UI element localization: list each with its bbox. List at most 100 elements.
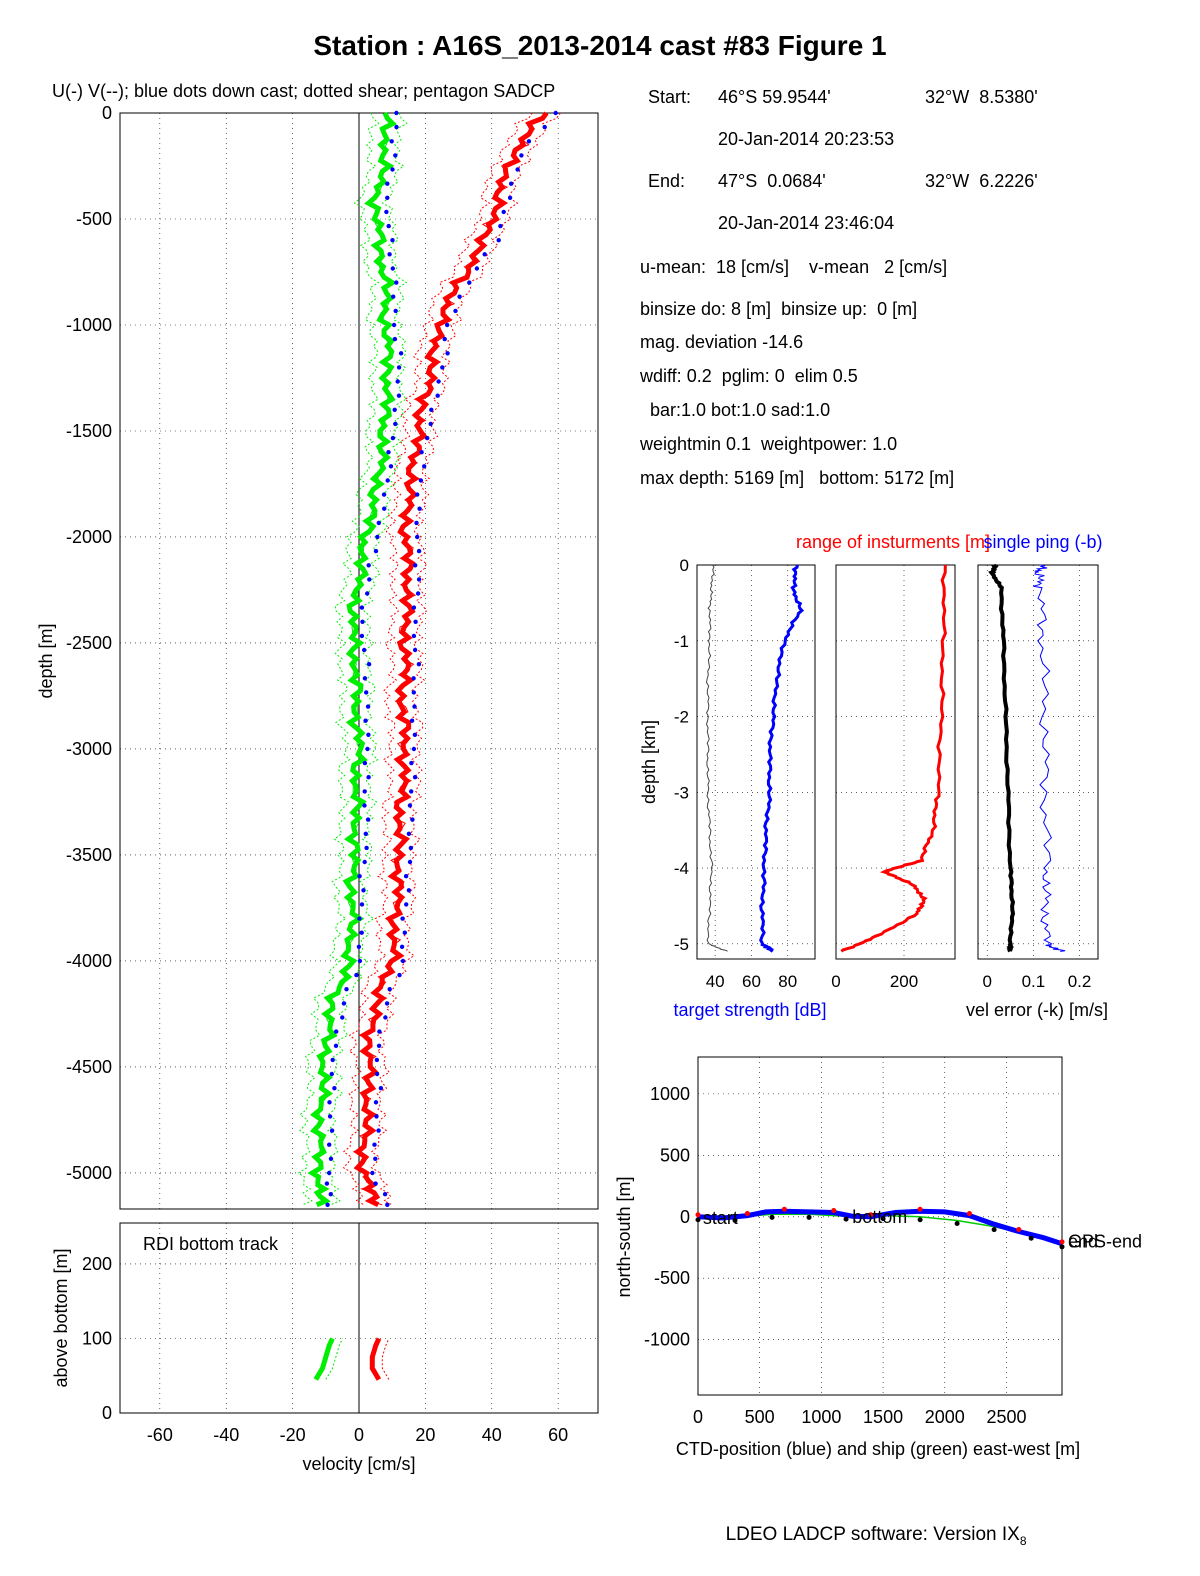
bottom-track-tick-label-x: 40: [482, 1425, 502, 1445]
velocity-profile-V-downcast-dot: [382, 506, 387, 511]
position-ctd-marker: [831, 1207, 837, 1213]
velocity-profile-U-downcast-dot: [410, 817, 415, 822]
velocity-profile-U-downcast-dot: [509, 181, 514, 186]
velocity-profile-V-downcast-dot: [325, 1202, 330, 1208]
instrument-range-tick-label-x: 0: [831, 972, 840, 991]
velocity-profile-U-downcast-dot: [382, 1192, 388, 1197]
velocity-profile-U-downcast-dot: [407, 859, 413, 865]
position-tick-label-y: 1000: [650, 1084, 690, 1104]
velocity-profile-U-downcast-dot: [445, 351, 450, 356]
velocity-profile-tick-label-y: -500: [76, 209, 112, 229]
position-xlabel: CTD-position (blue) and ship (green) eas…: [676, 1439, 1080, 1459]
velocity-profile-V-downcast-dot: [385, 181, 390, 186]
velocity-profile-V-downcast-dot: [387, 252, 392, 257]
figure-title: Station : A16S_2013-2014 cast #83 Figure…: [313, 30, 887, 61]
velocity-profile-U-downcast-dot: [442, 336, 447, 342]
target-strength-line-1: [705, 564, 728, 952]
velocity-profile-V-downcast-dot: [365, 704, 371, 709]
software-version-text: LDEO LADCP software: Version IX: [725, 1524, 1020, 1545]
position-ctd-marker: [917, 1206, 923, 1212]
bottom-track-tick-label-x: -20: [280, 1425, 306, 1445]
velocity-profile-tick-label-y: -5000: [66, 1163, 112, 1183]
velocity-profile-V-downcast-dot: [390, 167, 395, 172]
velocity-profile-V-downcast-dot: [392, 407, 397, 412]
velocity-profile-U-downcast-dot: [412, 732, 418, 737]
velocity-profile-U-downcast-dot: [482, 252, 487, 257]
velocity-error-tick-label-x: 0: [982, 972, 991, 991]
velocity-profile-V-downcast-dot: [373, 548, 379, 554]
position-label-gps-end: GPS-end: [1068, 1232, 1142, 1252]
velocity-profile-V-downcast-dot: [393, 308, 398, 314]
info-depth: max depth: 5169 [m] bottom: 5172 [m]: [640, 468, 955, 488]
velocity-profile-U-downcast-dot: [416, 577, 422, 582]
velocity-profile-U-downcast-dot: [515, 167, 520, 172]
target-strength-ylabel: depth [km]: [639, 720, 659, 804]
velocity-profile-U-downcast-dot: [414, 520, 419, 526]
position-tick-label-y: 500: [660, 1145, 690, 1165]
velocity-profile-V-downcast-dot: [341, 1001, 347, 1006]
target-strength-tick-label-x: 40: [706, 972, 725, 991]
velocity-profile-V-downcast-dot: [328, 1192, 333, 1197]
velocity-profile-V-downcast-dot: [386, 223, 391, 229]
software-version-sub: 8: [1019, 1533, 1027, 1548]
velocity-profile-V-downcast-dot: [364, 690, 369, 695]
velocity-profile-U-downcast-dot: [377, 1029, 382, 1034]
bottom-track-ylabel: above bottom [m]: [51, 1248, 71, 1387]
position-tick-label-y: 0: [680, 1207, 690, 1227]
position-ship-marker: [917, 1217, 923, 1223]
velocity-profile-U-downcast-dot: [397, 972, 402, 978]
velocity-profile-V-downcast-dot: [359, 902, 365, 907]
position-tick-label-x: 1000: [801, 1407, 841, 1427]
velocity-profile-V-downcast-dot: [333, 1043, 339, 1049]
velocity-profile-U-downcast-dot: [435, 393, 440, 398]
velocity-profile-V-downcast-dot: [390, 266, 395, 271]
velocity-profile-V-downcast-dot: [360, 619, 365, 624]
velocity-profile-V-downcast-dot: [365, 817, 371, 822]
velocity-profile-V-downcast-dot: [393, 421, 398, 427]
position-ship-marker: [806, 1214, 812, 1220]
velocity-profile-tick-label-y: 0: [102, 103, 112, 123]
velocity-profile-V-downcast-dot: [393, 153, 398, 158]
velocity-profile-V-downcast-dot: [359, 930, 364, 935]
velocity-profile-V-downcast-dot: [357, 958, 363, 964]
position-label-start: start: [703, 1208, 738, 1228]
position-tick-label-x: 2000: [925, 1407, 965, 1427]
bottom-track-V-shear: [325, 1338, 343, 1380]
velocity-profile-U-downcast-dot: [415, 492, 420, 497]
velocity-profile-U-downcast-dot: [406, 888, 412, 893]
velocity-error-frame: [977, 564, 1099, 960]
position-ctd-marker: [1016, 1227, 1022, 1233]
bottom-track-tick-label-x: -60: [147, 1425, 173, 1445]
velocity-profile-V-line: [307, 111, 398, 1208]
bottom-track-xlabel: velocity [cm/s]: [302, 1454, 415, 1474]
velocity-profile-V-downcast-dot: [327, 1114, 333, 1119]
target-strength-xlabel: target strength [dB]: [673, 1000, 826, 1020]
info-mag-deviation: mag. deviation -14.6: [640, 332, 804, 352]
velocity-profile-V-downcast-dot: [330, 1057, 335, 1063]
velocity-profile-V-downcast-dot: [394, 124, 399, 130]
velocity-profile-V-downcast-dot: [332, 1086, 337, 1091]
velocity-profile-V-downcast-dot: [375, 534, 380, 540]
velocity-profile-U-downcast-dot: [415, 534, 420, 540]
velocity-profile-V-downcast-dot: [390, 238, 395, 243]
velocity-profile-V-downcast-dot: [359, 633, 365, 639]
velocity-profile-U-downcast-dot: [411, 676, 416, 681]
velocity-profile-V-shear-right: [325, 112, 408, 1206]
velocity-profile-U-downcast-dot: [413, 563, 418, 568]
velocity-profile-V-downcast-dot: [334, 1029, 339, 1034]
velocity-profile-U-downcast-dot: [374, 1114, 379, 1119]
velocity-profile-U-downcast-dot: [526, 139, 532, 144]
velocity-profile-U-downcast-dot: [445, 322, 450, 328]
position-tick-label-x: 500: [745, 1407, 775, 1427]
position-label-bottom: bottom: [852, 1207, 907, 1227]
velocity-profile-V-downcast-dot: [356, 944, 362, 949]
velocity-profile-U-downcast-dot: [429, 407, 434, 412]
position-ctd-marker: [744, 1211, 750, 1217]
velocity-profile-U-downcast-dot: [422, 464, 427, 469]
velocity-profile-U-downcast-dot: [418, 478, 424, 483]
position-ship-marker: [732, 1217, 738, 1223]
position-ctd-marker: [695, 1212, 701, 1218]
velocity-profile-V-downcast-dot: [394, 110, 399, 116]
velocity-profile-V-downcast-dot: [362, 676, 368, 681]
velocity-profile-V-downcast-dot: [381, 492, 387, 497]
